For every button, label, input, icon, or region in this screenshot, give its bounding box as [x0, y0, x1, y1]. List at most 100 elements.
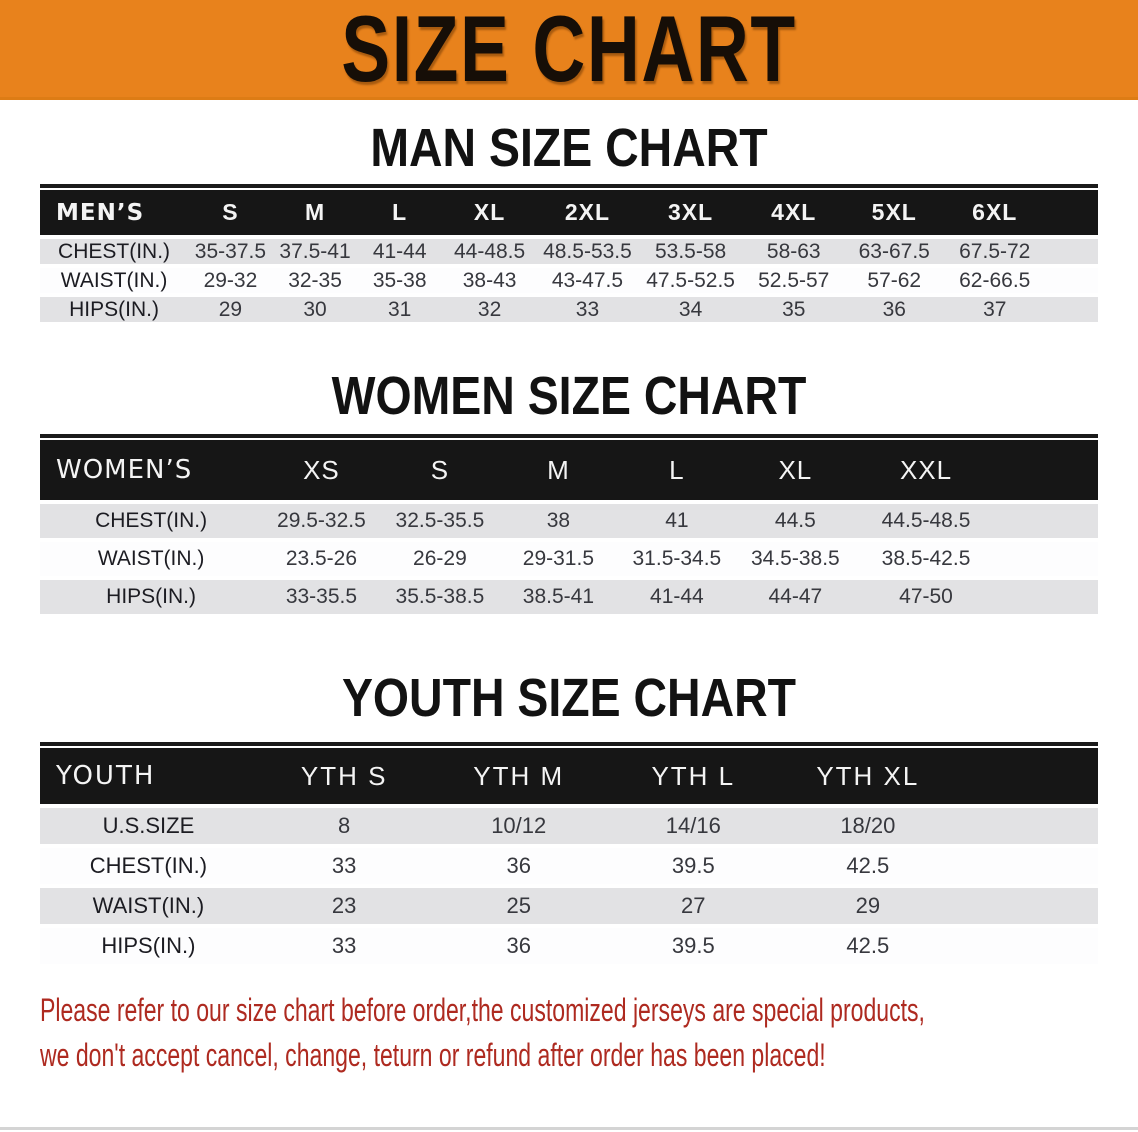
size-value-cell: 57-62	[844, 266, 945, 297]
row-label: WAIST(IN.)	[40, 886, 257, 928]
size-value-cell: 29-31.5	[499, 540, 618, 580]
header-filler-cell	[1045, 190, 1098, 239]
table-row: WAIST(IN.) 29-32 32-35 35-38 38-43 43-47…	[40, 266, 1098, 297]
men-size-table: MEN’S S M L XL 2XL 3XL 4XL 5XL 6XL CHEST…	[40, 190, 1098, 326]
size-column-header: YTH S	[256, 748, 432, 808]
size-column-header: XS	[262, 440, 381, 504]
women-header-row: WOMEN’S XS S M L XL XXL	[40, 440, 1098, 504]
size-value-cell: 41	[617, 502, 737, 542]
size-value-cell: 34	[637, 295, 744, 326]
men-header-row: MEN’S S M L XL 2XL 3XL 4XL 5XL 6XL	[40, 190, 1098, 239]
men-size-table-wrap: MEN’S S M L XL 2XL 3XL 4XL 5XL 6XL CHEST…	[40, 184, 1098, 326]
size-column-header: 3XL	[637, 190, 744, 239]
size-value-cell: 18/20	[780, 806, 956, 848]
women-table-top-rule	[40, 434, 1098, 438]
disclaimer-line-1: Please refer to our size chart before or…	[40, 992, 925, 1028]
women-section-title: WOMEN SIZE CHART	[331, 366, 807, 426]
filler-cell	[1045, 237, 1098, 268]
size-column-header: L	[617, 440, 737, 504]
banner-title: SIZE CHART	[341, 0, 797, 101]
size-value-cell: 35.5-38.5	[380, 578, 500, 618]
size-value-cell: 67.5-72	[944, 237, 1045, 268]
size-value-cell: 35-38	[357, 266, 442, 297]
size-value-cell: 37	[944, 295, 1045, 326]
size-value-cell: 23.5-26	[262, 540, 381, 580]
size-value-cell: 42.5	[780, 926, 956, 968]
youth-header-row: YOUTH YTH S YTH M YTH L YTH XL	[40, 748, 1098, 808]
size-column-header: M	[499, 440, 618, 504]
men-header-label: MEN’S	[40, 190, 189, 239]
women-header-label: WOMEN’S	[40, 440, 263, 504]
size-column-header: 4XL	[743, 190, 844, 239]
filler-cell	[997, 578, 1098, 618]
size-value-cell: 62-66.5	[944, 266, 1045, 297]
size-value-cell: 52.5-57	[743, 266, 844, 297]
youth-section-title: YOUTH SIZE CHART	[341, 668, 797, 728]
size-value-cell: 32-35	[272, 266, 358, 297]
disclaimer: Please refer to our size chart before or…	[0, 988, 1138, 1078]
size-value-cell: 31	[357, 295, 442, 326]
size-value-cell: 26-29	[380, 540, 500, 580]
size-value-cell: 38.5-41	[499, 578, 618, 618]
size-value-cell: 35	[743, 295, 844, 326]
table-row: CHEST(IN.) 35-37.5 37.5-41 41-44 44-48.5…	[40, 237, 1098, 268]
size-value-cell: 38	[499, 502, 618, 542]
size-value-cell: 42.5	[780, 846, 956, 888]
size-column-header: YTH M	[431, 748, 606, 808]
filler-cell	[955, 926, 1098, 968]
size-column-header: YTH L	[606, 748, 781, 808]
filler-cell	[955, 886, 1098, 928]
size-value-cell: 38.5-42.5	[854, 540, 998, 580]
size-value-cell: 29	[780, 886, 956, 928]
size-value-cell: 32.5-35.5	[380, 502, 500, 542]
size-value-cell: 31.5-34.5	[617, 540, 737, 580]
row-label: HIPS(IN.)	[40, 926, 257, 968]
size-value-cell: 33	[537, 295, 638, 326]
size-value-cell: 30	[272, 295, 358, 326]
table-row: CHEST(IN.) 29.5-32.5 32.5-35.5 38 41 44.…	[40, 502, 1098, 542]
size-value-cell: 35-37.5	[188, 237, 273, 268]
filler-cell	[1045, 295, 1098, 326]
size-value-cell: 47-50	[854, 578, 998, 618]
size-column-header: S	[380, 440, 500, 504]
size-column-header: YTH XL	[780, 748, 956, 808]
size-value-cell: 44-48.5	[441, 237, 538, 268]
size-value-cell: 8	[256, 806, 432, 848]
youth-size-table: YOUTH YTH S YTH M YTH L YTH XL U.S.SIZE …	[40, 748, 1098, 968]
size-value-cell: 53.5-58	[637, 237, 744, 268]
size-column-header: L	[357, 190, 442, 239]
size-value-cell: 29	[188, 295, 273, 326]
size-value-cell: 44.5-48.5	[854, 502, 998, 542]
women-size-table-wrap: WOMEN’S XS S M L XL XXL CHEST(IN.) 29.5-…	[40, 434, 1098, 618]
size-value-cell: 14/16	[606, 806, 781, 848]
size-value-cell: 37.5-41	[272, 237, 358, 268]
size-value-cell: 33	[256, 926, 432, 968]
size-column-header: S	[188, 190, 273, 239]
row-label: HIPS(IN.)	[40, 295, 189, 326]
filler-cell	[955, 806, 1098, 848]
filler-cell	[997, 540, 1098, 580]
size-value-cell: 39.5	[606, 846, 781, 888]
size-column-header: 2XL	[537, 190, 638, 239]
size-value-cell: 29.5-32.5	[262, 502, 381, 542]
banner: SIZE CHART	[0, 0, 1138, 100]
header-filler-cell	[955, 748, 1098, 808]
size-value-cell: 36	[431, 846, 606, 888]
size-column-header: XXL	[854, 440, 998, 504]
women-size-table: WOMEN’S XS S M L XL XXL CHEST(IN.) 29.5-…	[40, 440, 1098, 618]
row-label: WAIST(IN.)	[40, 540, 263, 580]
men-section-title: MAN SIZE CHART	[370, 118, 768, 178]
youth-table-top-rule	[40, 742, 1098, 746]
size-value-cell: 33	[256, 846, 432, 888]
filler-cell	[997, 502, 1098, 542]
bottom-divider	[0, 1127, 1138, 1130]
size-column-header: 5XL	[844, 190, 945, 239]
size-column-header: 6XL	[944, 190, 1045, 239]
table-row: U.S.SIZE 8 10/12 14/16 18/20	[40, 806, 1098, 848]
table-row: WAIST(IN.) 23 25 27 29	[40, 886, 1098, 928]
size-value-cell: 27	[606, 886, 781, 928]
size-value-cell: 33-35.5	[262, 578, 381, 618]
row-label: CHEST(IN.)	[40, 846, 257, 888]
table-row: HIPS(IN.) 33 36 39.5 42.5	[40, 926, 1098, 968]
